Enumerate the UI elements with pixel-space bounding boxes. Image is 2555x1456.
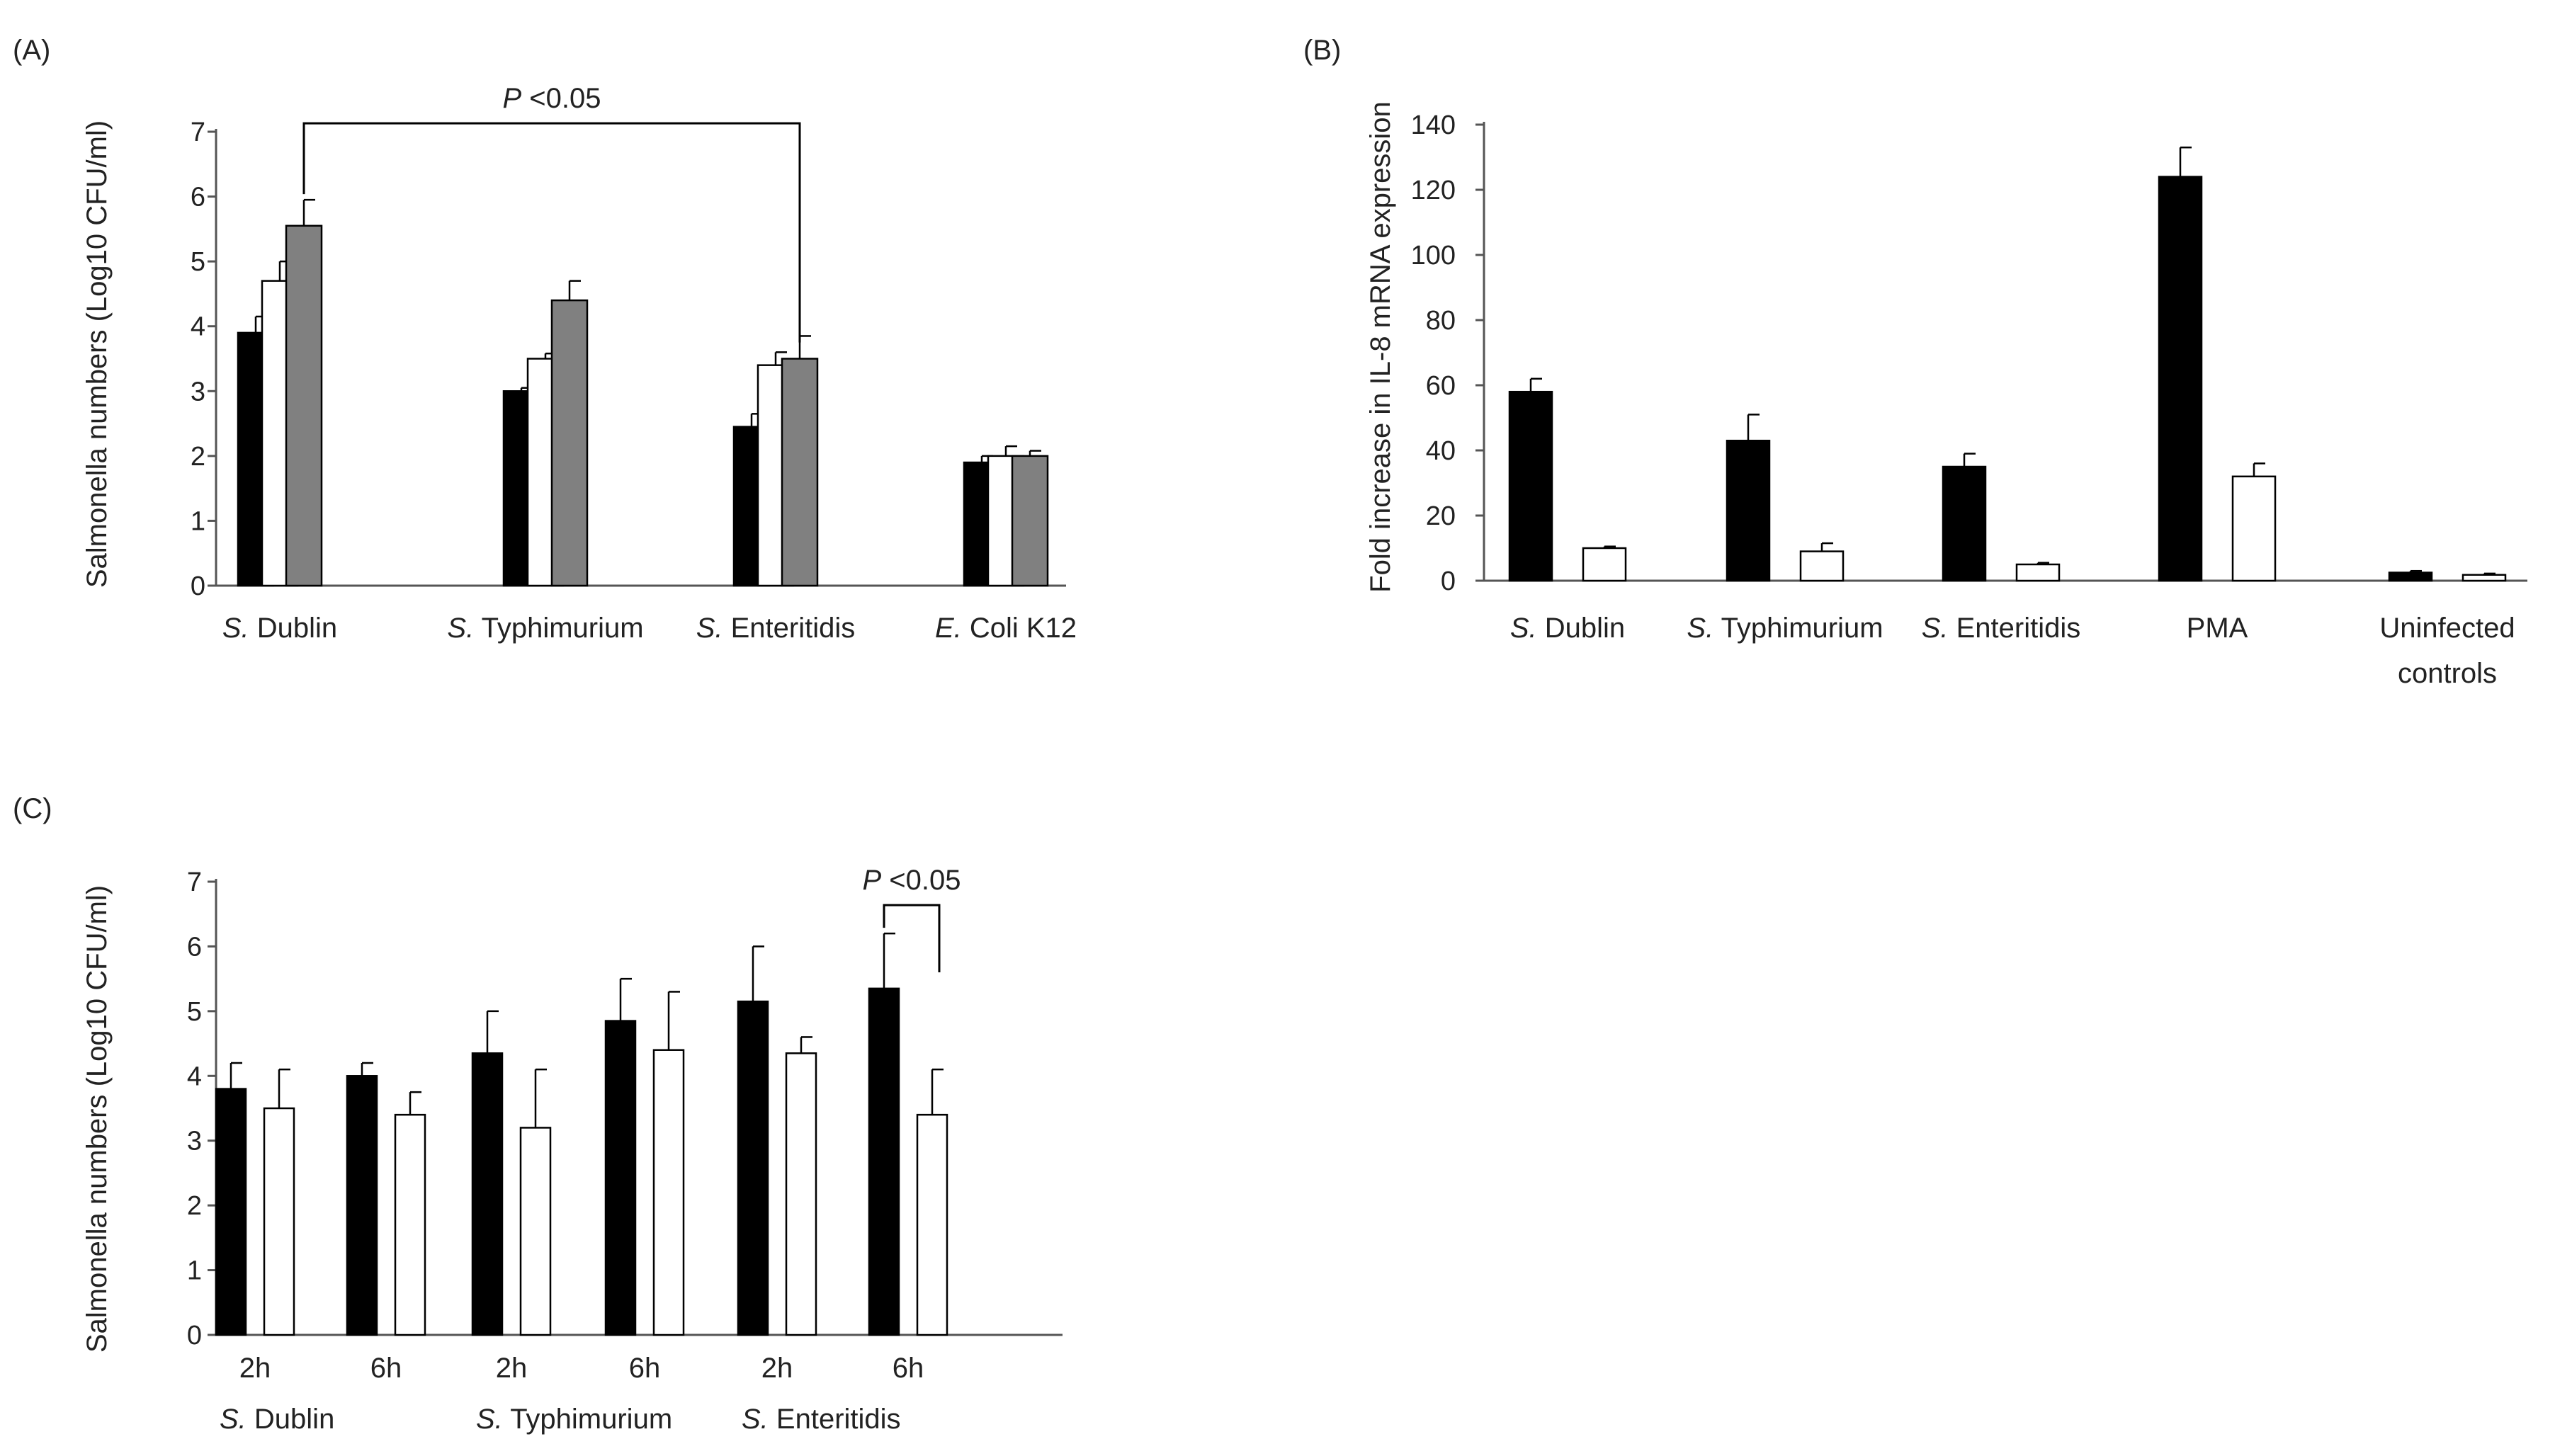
panel-a-chart: (A) Salmonella numbers (Log10 CFU/ml) 0 1 2 3… <box>13 35 1077 644</box>
y-tick-label: 3 <box>191 377 205 406</box>
x-tick-label: controls <box>2398 658 2497 689</box>
x-tick-label: PMA <box>2187 613 2248 644</box>
y-tick-label: 4 <box>191 312 205 342</box>
bar <box>2388 571 2433 582</box>
y-tick-label: 5 <box>191 247 205 277</box>
bar <box>916 1113 948 1336</box>
bar <box>785 1052 817 1336</box>
bar <box>1011 455 1049 587</box>
bar <box>394 1113 426 1336</box>
group-label: S. Typhimurium <box>476 1404 672 1435</box>
group-label: S. Enteritidis <box>742 1404 901 1435</box>
bar <box>781 358 819 587</box>
y-tick-label: 0 <box>1441 567 1456 596</box>
panel-b-chart: (B) Fold increase in IL-8 mRNA expression… <box>1303 35 2527 689</box>
y-tick-label: 140 <box>1411 110 1456 140</box>
significance-bracket <box>302 122 801 343</box>
y-tick-label: 4 <box>187 1062 202 1091</box>
y-tick-label: 6 <box>191 183 205 212</box>
y-tick-label: 20 <box>1426 501 1456 531</box>
bar <box>604 1020 637 1336</box>
significance-label: P <0.05 <box>502 83 601 114</box>
bar <box>868 987 900 1336</box>
panel-c-chart: (C) Salmonella numbers (Log10 CFU/ml) 0 1 2 3… <box>13 793 1063 1435</box>
x-tick-label: S. Typhimurium <box>1687 613 1883 644</box>
x-tick-label: Uninfected <box>2379 613 2515 644</box>
x-tick-label: 2h <box>239 1353 271 1384</box>
x-tick-label: S. Dublin <box>1510 613 1625 644</box>
bar <box>550 299 589 587</box>
y-tick-label: 60 <box>1426 371 1456 401</box>
x-tick-label: 2h <box>761 1353 793 1384</box>
y-tick-label: 1 <box>191 506 205 536</box>
bar <box>1582 547 1627 582</box>
bar <box>285 224 323 587</box>
bar <box>2231 475 2277 582</box>
bar <box>471 1052 504 1336</box>
y-axis-label: Fold increase in IL-8 mRNA expression <box>1365 101 1396 593</box>
y-tick-label: 2 <box>187 1191 202 1221</box>
bar <box>215 1088 247 1336</box>
y-axis-label: Salmonella numbers (Log10 CFU/ml) <box>81 885 113 1353</box>
x-tick-label: S. Dublin <box>222 613 337 644</box>
x-tick-label: S. Enteritidis <box>1922 613 2081 644</box>
bar <box>737 1000 769 1336</box>
bar <box>652 1049 685 1336</box>
panel-label: (B) <box>1303 35 1341 66</box>
y-tick-label: 7 <box>191 118 205 147</box>
x-tick-label: 6h <box>370 1353 402 1384</box>
y-tick-label: 6 <box>187 932 202 962</box>
bar <box>2015 563 2061 582</box>
y-axis-label: Salmonella numbers (Log10 CFU/ml) <box>81 120 113 588</box>
x-tick-label: 6h <box>893 1353 924 1384</box>
y-tick-label: 0 <box>191 571 205 601</box>
bar <box>2158 176 2203 582</box>
y-tick-label: 1 <box>187 1256 202 1286</box>
bar <box>346 1075 378 1336</box>
y-tick-label: 100 <box>1411 241 1456 271</box>
bar <box>519 1127 552 1336</box>
bar <box>1942 465 1987 582</box>
y-tick-label: 7 <box>187 868 202 897</box>
bar <box>1799 550 1845 582</box>
bar <box>2461 574 2507 582</box>
y-tick-label: 120 <box>1411 176 1456 205</box>
significance-label: P <0.05 <box>862 865 961 896</box>
y-tick-label: 40 <box>1426 436 1456 466</box>
panel-label: (A) <box>13 35 50 66</box>
x-tick-label: 2h <box>496 1353 528 1384</box>
bar <box>1726 439 1771 582</box>
y-tick-label: 2 <box>191 442 205 472</box>
y-tick-label: 5 <box>187 997 202 1027</box>
significance-bracket <box>883 904 941 972</box>
x-tick-label: S. Enteritidis <box>696 613 856 644</box>
y-tick-label: 80 <box>1426 306 1456 336</box>
bar <box>263 1107 295 1336</box>
y-tick-label: 0 <box>187 1321 202 1350</box>
x-tick-label: S. Typhimurium <box>447 613 643 644</box>
panel-label: (C) <box>13 793 52 824</box>
y-tick-label: 3 <box>187 1127 202 1156</box>
group-label: S. Dublin <box>220 1404 334 1435</box>
x-tick-label: 6h <box>629 1353 661 1384</box>
bar <box>1508 390 1553 582</box>
x-tick-label: E. Coli K12 <box>935 613 1077 644</box>
